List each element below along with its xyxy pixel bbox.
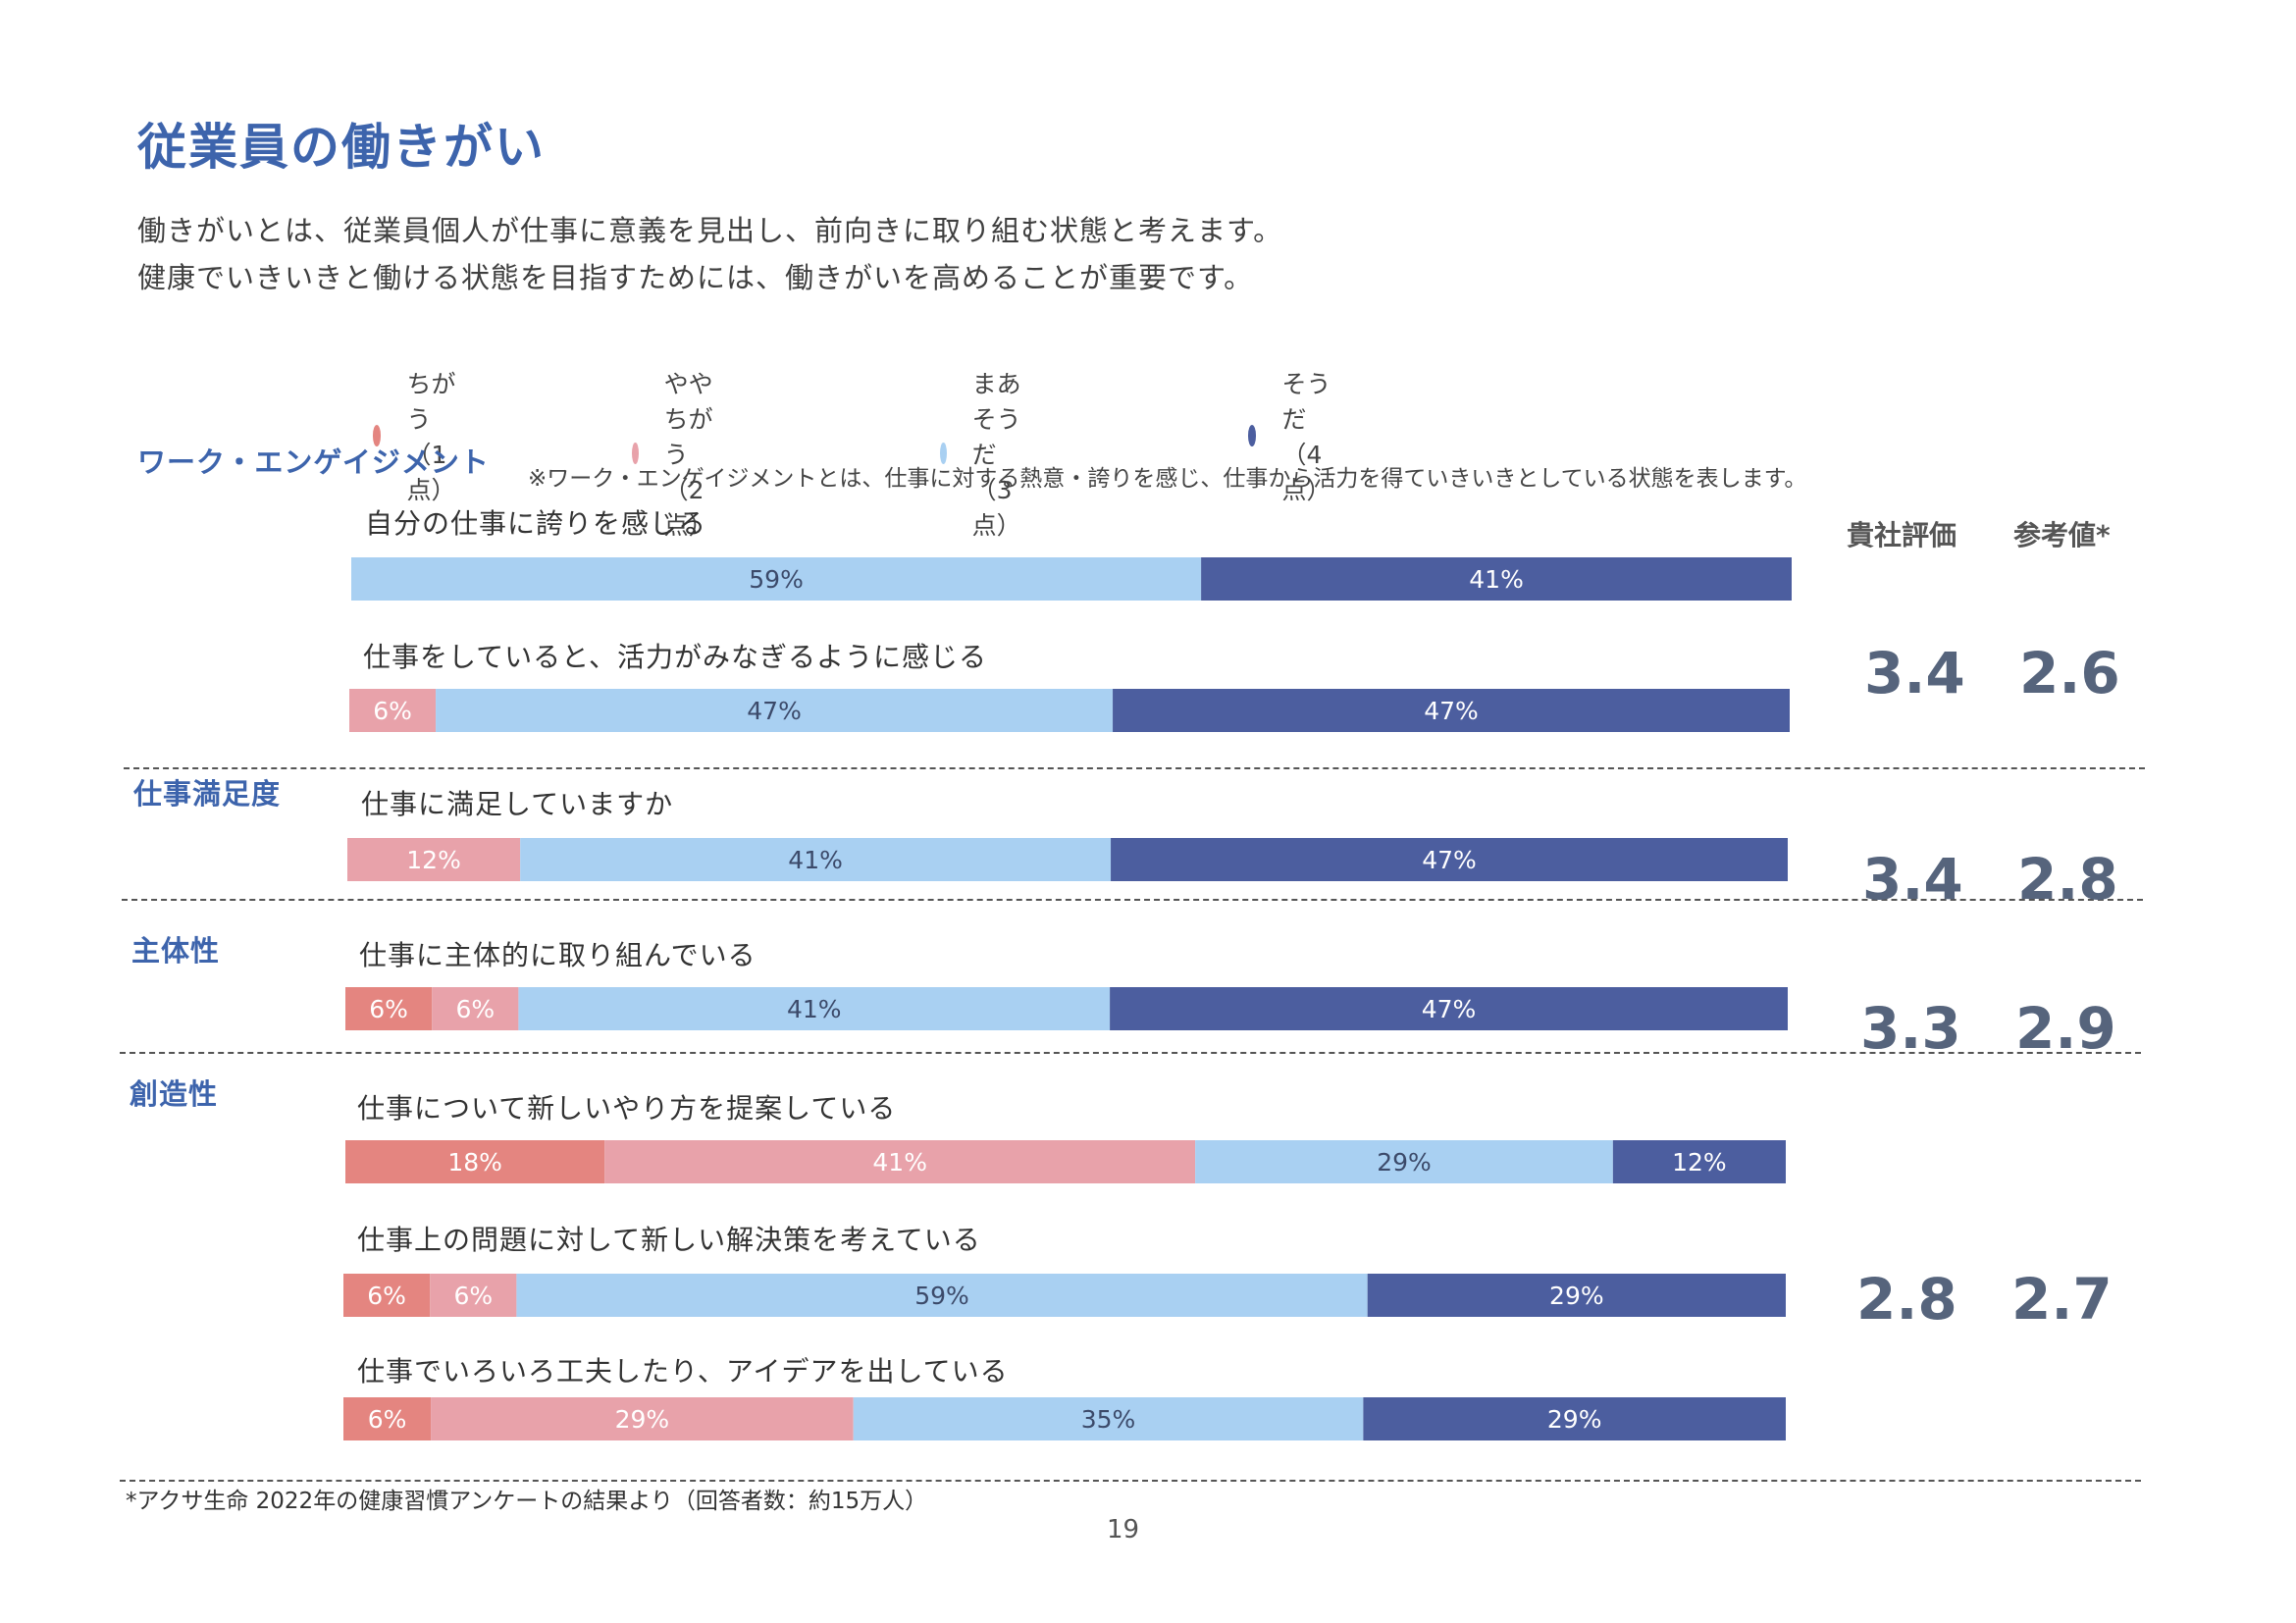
bar-segment-r2-s2	[349, 689, 437, 732]
score-own-work-engagement: 3.4	[1864, 640, 1965, 707]
legend-dot-2	[632, 443, 639, 464]
bar-segment-r7-s1	[343, 1397, 432, 1440]
question-label-6: 仕事上の問題に対して新しい解決策を考えている	[357, 1224, 981, 1256]
bar-segment-r4-s3	[518, 987, 1111, 1030]
bar-segment-r3-s4	[1111, 838, 1788, 881]
bar-segment-r5-s3	[1195, 1140, 1613, 1183]
bar-label-r3-s4: 47%	[1422, 846, 1477, 874]
bar-label-r5-s4: 12%	[1672, 1148, 1727, 1177]
bar-label-r6-s1: 6%	[367, 1282, 406, 1310]
bar-label-r2-s4: 47%	[1424, 697, 1479, 725]
bar-label-r4-s4: 47%	[1422, 995, 1477, 1023]
section-divider-1	[124, 767, 2145, 769]
legend-label-4: そうだ（4点）	[1281, 370, 1331, 504]
score-ref-proactivity: 2.9	[2015, 995, 2116, 1062]
legend-dot-3	[940, 443, 947, 464]
section-title-proactivity: 主体性	[131, 934, 221, 968]
bar-segment-r1-s4	[1201, 557, 1792, 601]
intro-line-1: 働きがいとは、従業員個人が仕事に意義を見出し、前向きに取り組む状態と考えます。	[137, 214, 1283, 247]
legend-label-3: まあそうだ（3点）	[971, 370, 1021, 540]
bar-segment-r6-s3	[516, 1274, 1368, 1317]
intro-line-2: 健康でいきいきと働ける状態を目指すためには、働きがいを高めることが重要です。	[137, 261, 1254, 294]
bar-label-r1-s3: 59%	[749, 565, 804, 594]
bar-segment-r6-s1	[343, 1274, 431, 1317]
question-label-3: 仕事に満足していますか	[361, 788, 674, 820]
legend-label-2: ややちがう（2点）	[663, 370, 713, 540]
bar-segment-r7-s3	[853, 1397, 1364, 1440]
bar-label-r7-s1: 6%	[368, 1405, 407, 1434]
bar-label-r5-s3: 29%	[1377, 1148, 1432, 1177]
bar-segment-r3-s3	[520, 838, 1112, 881]
bar-segment-r2-s3	[436, 689, 1114, 732]
bar-label-r3-s2: 12%	[406, 846, 461, 874]
bar-label-r4-s3: 41%	[787, 995, 842, 1023]
bar-label-r4-s2: 6%	[455, 995, 495, 1023]
bar-segment-r6-s4	[1367, 1274, 1786, 1317]
bar-segment-r7-s4	[1363, 1397, 1786, 1440]
section-divider-3	[120, 1052, 2141, 1054]
bar-label-r3-s3: 41%	[788, 846, 843, 874]
legend-item-3: まあそうだ（3点）	[940, 365, 1036, 542]
column-header-own: 貴社評価	[1847, 519, 1957, 551]
legend-item-4: そうだ（4点）	[1248, 365, 1344, 506]
bar-label-r5-s1: 18%	[447, 1148, 502, 1177]
question-label-1: 自分の仕事に誇りを感じる	[365, 507, 707, 540]
bar-segment-r3-s2	[347, 838, 521, 881]
page-title: 従業員の働きがい	[137, 119, 546, 176]
page-number: 19	[1107, 1515, 1140, 1544]
column-header-reference: 参考値*	[2013, 519, 2111, 551]
bar-label-r4-s1: 6%	[369, 995, 408, 1023]
bar-label-r2-s2: 6%	[373, 697, 412, 725]
bar-label-r7-s2: 29%	[615, 1405, 670, 1434]
bar-segment-r5-s4	[1612, 1140, 1786, 1183]
bar-label-r6-s4: 29%	[1549, 1282, 1604, 1310]
section-title-work-engagement: ワーク・エンゲイジメント	[137, 445, 490, 479]
legend-item-1: ちがう（1点）	[373, 365, 469, 506]
section-title-creativity: 創造性	[130, 1077, 219, 1111]
score-own-creativity: 2.8	[1856, 1266, 1957, 1333]
bar-label-r1-s4: 41%	[1469, 565, 1524, 594]
bar-segment-r4-s2	[432, 987, 519, 1030]
question-label-2: 仕事をしていると、活力がみなぎるように感じる	[363, 641, 988, 673]
section-title-job-satisfaction: 仕事満足度	[133, 777, 282, 811]
bar-segment-r5-s2	[604, 1140, 1196, 1183]
bar-segment-r2-s4	[1113, 689, 1790, 732]
legend-label-1: ちがう（1点）	[406, 370, 456, 504]
bar-label-r7-s4: 29%	[1547, 1405, 1602, 1434]
score-own-proactivity: 3.3	[1860, 995, 1961, 1062]
footnote: *アクサ生命 2022年の健康習慣アンケートの結果より（回答者数：約15万人）	[126, 1489, 928, 1514]
section-divider-4	[120, 1480, 2141, 1482]
question-label-5: 仕事について新しいやり方を提案している	[357, 1092, 897, 1125]
question-label-7: 仕事でいろいろ工夫したり、アイデアを出している	[357, 1355, 1009, 1387]
legend-dot-1	[373, 425, 382, 446]
score-ref-creativity: 2.7	[2011, 1266, 2113, 1333]
score-own-job-satisfaction: 3.4	[1862, 846, 1963, 913]
bar-segment-r4-s1	[345, 987, 433, 1030]
bar-segment-r1-s3	[351, 557, 1202, 601]
score-ref-job-satisfaction: 2.8	[2017, 846, 2118, 913]
bar-label-r2-s3: 47%	[747, 697, 802, 725]
bar-segment-r7-s2	[431, 1397, 854, 1440]
bar-segment-r4-s4	[1110, 987, 1788, 1030]
legend-item-2: ややちがう（2点）	[632, 365, 728, 542]
bar-label-r7-s3: 35%	[1081, 1405, 1136, 1434]
bar-segment-r5-s1	[345, 1140, 605, 1183]
question-label-4: 仕事に主体的に取り組んでいる	[359, 939, 757, 971]
legend-dot-4	[1248, 425, 1257, 446]
bar-label-r5-s2: 41%	[872, 1148, 927, 1177]
bar-segment-r6-s2	[430, 1274, 517, 1317]
score-ref-work-engagement: 2.6	[2019, 640, 2120, 707]
section-divider-2	[122, 899, 2143, 901]
work-engagement-note: ※ワーク・エンゲイジメントとは、仕事に対する熱意・誇りを感じ、仕事から活力を得て…	[528, 466, 1807, 492]
bar-label-r6-s2: 6%	[453, 1282, 493, 1310]
bar-label-r6-s3: 59%	[914, 1282, 969, 1310]
